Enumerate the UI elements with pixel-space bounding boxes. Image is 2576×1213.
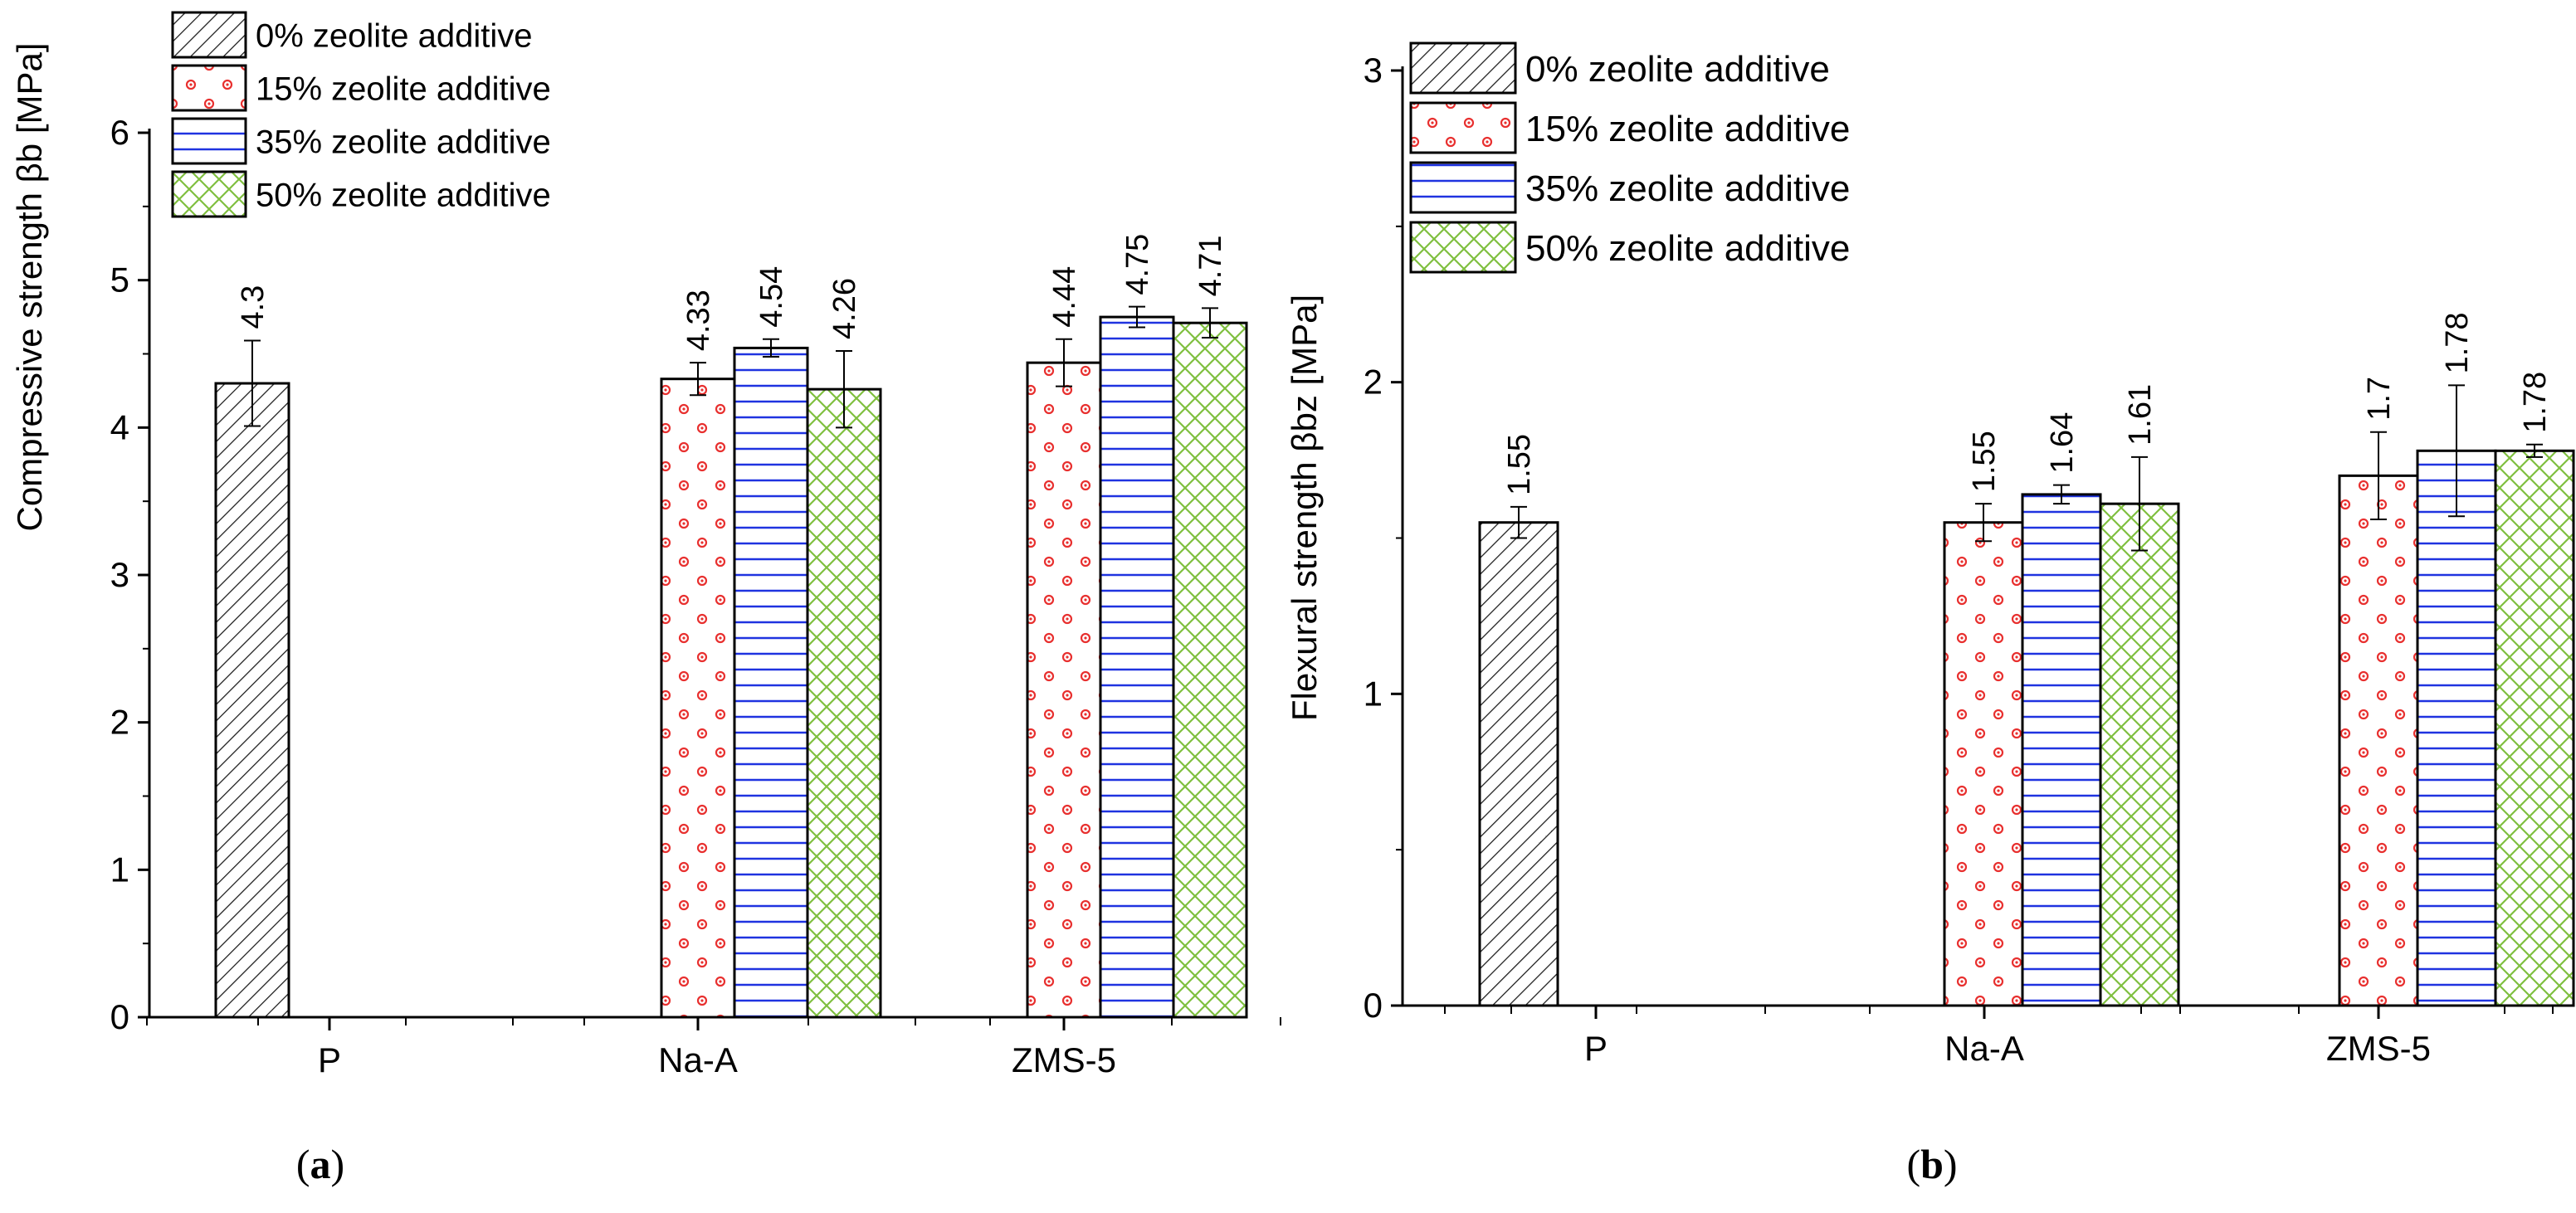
panel-b-data-label-zms-5-s1: 1.7 <box>2362 377 2397 421</box>
panel-b-legend-label-2: 35% zeolite additive <box>1525 168 1850 209</box>
panel-b-legend-swatch-3 <box>1409 221 1517 274</box>
panel-a-category-label-p: P <box>318 1040 341 1079</box>
panel-a-data-label-zms-5-s2: 4.75 <box>1120 234 1155 295</box>
panel-a-legend-label-1: 15% zeolite additive <box>256 71 551 107</box>
panel-b-error-bars <box>1510 384 2543 552</box>
panel-a-compressive-strength: 0 1 2 3 4 5 6 P Na-A ZMS-5 4.3 4.33 4.54 4.26 4.44 4.7… <box>10 11 1281 1187</box>
panel-b-data-label-na-a-s2: 1.64 <box>2045 412 2080 474</box>
panel-a-bar-zms-5-s1 <box>1026 361 1102 1019</box>
panel-b-legend: 0% zeolite additive 15% zeolite additive 3… <box>1409 41 1850 274</box>
panel-a-y-tick-label: 6 <box>110 113 129 152</box>
panel-b-data-label-zms-5-s2: 1.78 <box>2440 312 2475 373</box>
panel-b-bar-na-a-s3 <box>2099 502 2180 1007</box>
panel-a-category-label-na-a: Na-A <box>658 1040 738 1079</box>
panel-b-bar-zms-5-s1 <box>2338 474 2419 1007</box>
panel-b-bar-zms-5-s2 <box>2416 449 2497 1007</box>
panel-b-category-label-zms-5: ZMS-5 <box>2326 1029 2431 1068</box>
panel-b-legend-swatch-2 <box>1409 161 1517 214</box>
panel-a-y-tick-label: 5 <box>110 261 129 300</box>
panel-a-bar-p-s0 <box>214 382 290 1019</box>
panel-a-legend-swatch-0 <box>171 11 247 59</box>
panel-a-bar-na-a-s3 <box>806 387 882 1019</box>
panel-b-data-label-na-a-s1: 1.55 <box>1967 431 2002 492</box>
panel-a-y-tick-label: 2 <box>110 703 129 742</box>
panel-b-bars <box>1478 449 2575 1007</box>
panel-b-data-label-na-a-s3: 1.61 <box>2123 384 2158 446</box>
panel-a-legend-swatch-3 <box>171 170 247 218</box>
panel-a-bars <box>214 315 1248 1019</box>
panel-b-category-label-p: P <box>1584 1029 1608 1068</box>
panel-a-legend: 0% zeolite additive 15% zeolite additive 3… <box>171 11 551 218</box>
panel-b-y-tick-label: 0 <box>1364 986 1383 1025</box>
panel-a-error-bars <box>244 305 1218 429</box>
panel-b-legend-swatch-1 <box>1409 101 1517 154</box>
panel-a-bar-zms-5-s3 <box>1172 321 1248 1019</box>
panel-b-axes: 0 1 2 3 P Na-A ZMS-5 <box>1364 51 2563 1068</box>
panel-a-bar-na-a-s2 <box>733 346 809 1019</box>
panel-b-data-labels: 1.55 1.55 1.64 1.61 1.7 1.78 1.78 <box>1502 312 2553 494</box>
panel-a-data-label-na-a-s1: 4.33 <box>681 290 716 351</box>
panel-b-category-label-na-a: Na-A <box>1944 1029 2024 1068</box>
panel-a-legend-label-2: 35% zeolite additive <box>256 124 551 160</box>
panel-a-data-label-na-a-s3: 4.26 <box>827 278 862 339</box>
panel-b-y-axis-label: Flexural strength βbz [MPa] <box>1285 295 1324 721</box>
panel-a-bar-na-a-s1 <box>660 378 736 1019</box>
panel-a-legend-swatch-2 <box>171 117 247 165</box>
panel-a-y-tick-label: 3 <box>110 555 129 594</box>
panel-a-y-axis-label: Compressive strength βb [MPa] <box>10 42 49 531</box>
panel-a-data-label-na-a-s2: 4.54 <box>754 266 789 328</box>
panel-a-y-tick-label: 0 <box>110 997 129 1036</box>
panel-b-bar-na-a-s2 <box>2021 493 2102 1007</box>
panel-b-bar-na-a-s1 <box>1943 521 2024 1007</box>
panel-b-legend-label-1: 15% zeolite additive <box>1525 109 1850 149</box>
panel-a-y-tick-label: 4 <box>110 407 129 446</box>
panel-b-bar-zms-5-s3 <box>2494 449 2575 1007</box>
panel-a-legend-label-0: 0% zeolite additive <box>256 17 533 54</box>
panel-b-legend-label-0: 0% zeolite additive <box>1525 49 1830 90</box>
panel-b-y-tick-label: 3 <box>1364 51 1383 90</box>
panel-b-label: (b) <box>1906 1141 1957 1187</box>
panel-a-data-label-zms-5-s1: 4.44 <box>1047 266 1082 328</box>
panel-b-y-tick-label: 1 <box>1364 674 1383 713</box>
panel-b-legend-swatch-0 <box>1409 41 1517 95</box>
panel-b-data-label-p-s0: 1.55 <box>1502 434 1537 495</box>
panel-a-bar-zms-5-s2 <box>1099 315 1175 1019</box>
panel-a-data-label-zms-5-s3: 4.71 <box>1193 235 1228 296</box>
panel-b-legend-label-3: 50% zeolite additive <box>1525 228 1850 269</box>
panel-a-y-tick-label: 1 <box>110 850 129 889</box>
panel-b-data-label-zms-5-s3: 1.78 <box>2518 372 2553 433</box>
panel-a-data-labels: 4.3 4.33 4.54 4.26 4.44 4.75 4.71 <box>236 234 1228 351</box>
panel-a-axes: 0 1 2 3 4 5 6 P Na-A ZMS-5 <box>110 113 1281 1079</box>
panel-b-bar-p-s0 <box>1478 521 1559 1007</box>
panel-a-label: (a) <box>296 1141 344 1187</box>
panel-a-data-label-p-s0: 4.3 <box>236 285 271 329</box>
panel-a-legend-label-3: 50% zeolite additive <box>256 177 551 213</box>
panel-a-legend-swatch-1 <box>171 64 247 112</box>
panel-b-y-tick-label: 2 <box>1364 363 1383 402</box>
panel-a-category-label-zms-5: ZMS-5 <box>1012 1040 1116 1079</box>
